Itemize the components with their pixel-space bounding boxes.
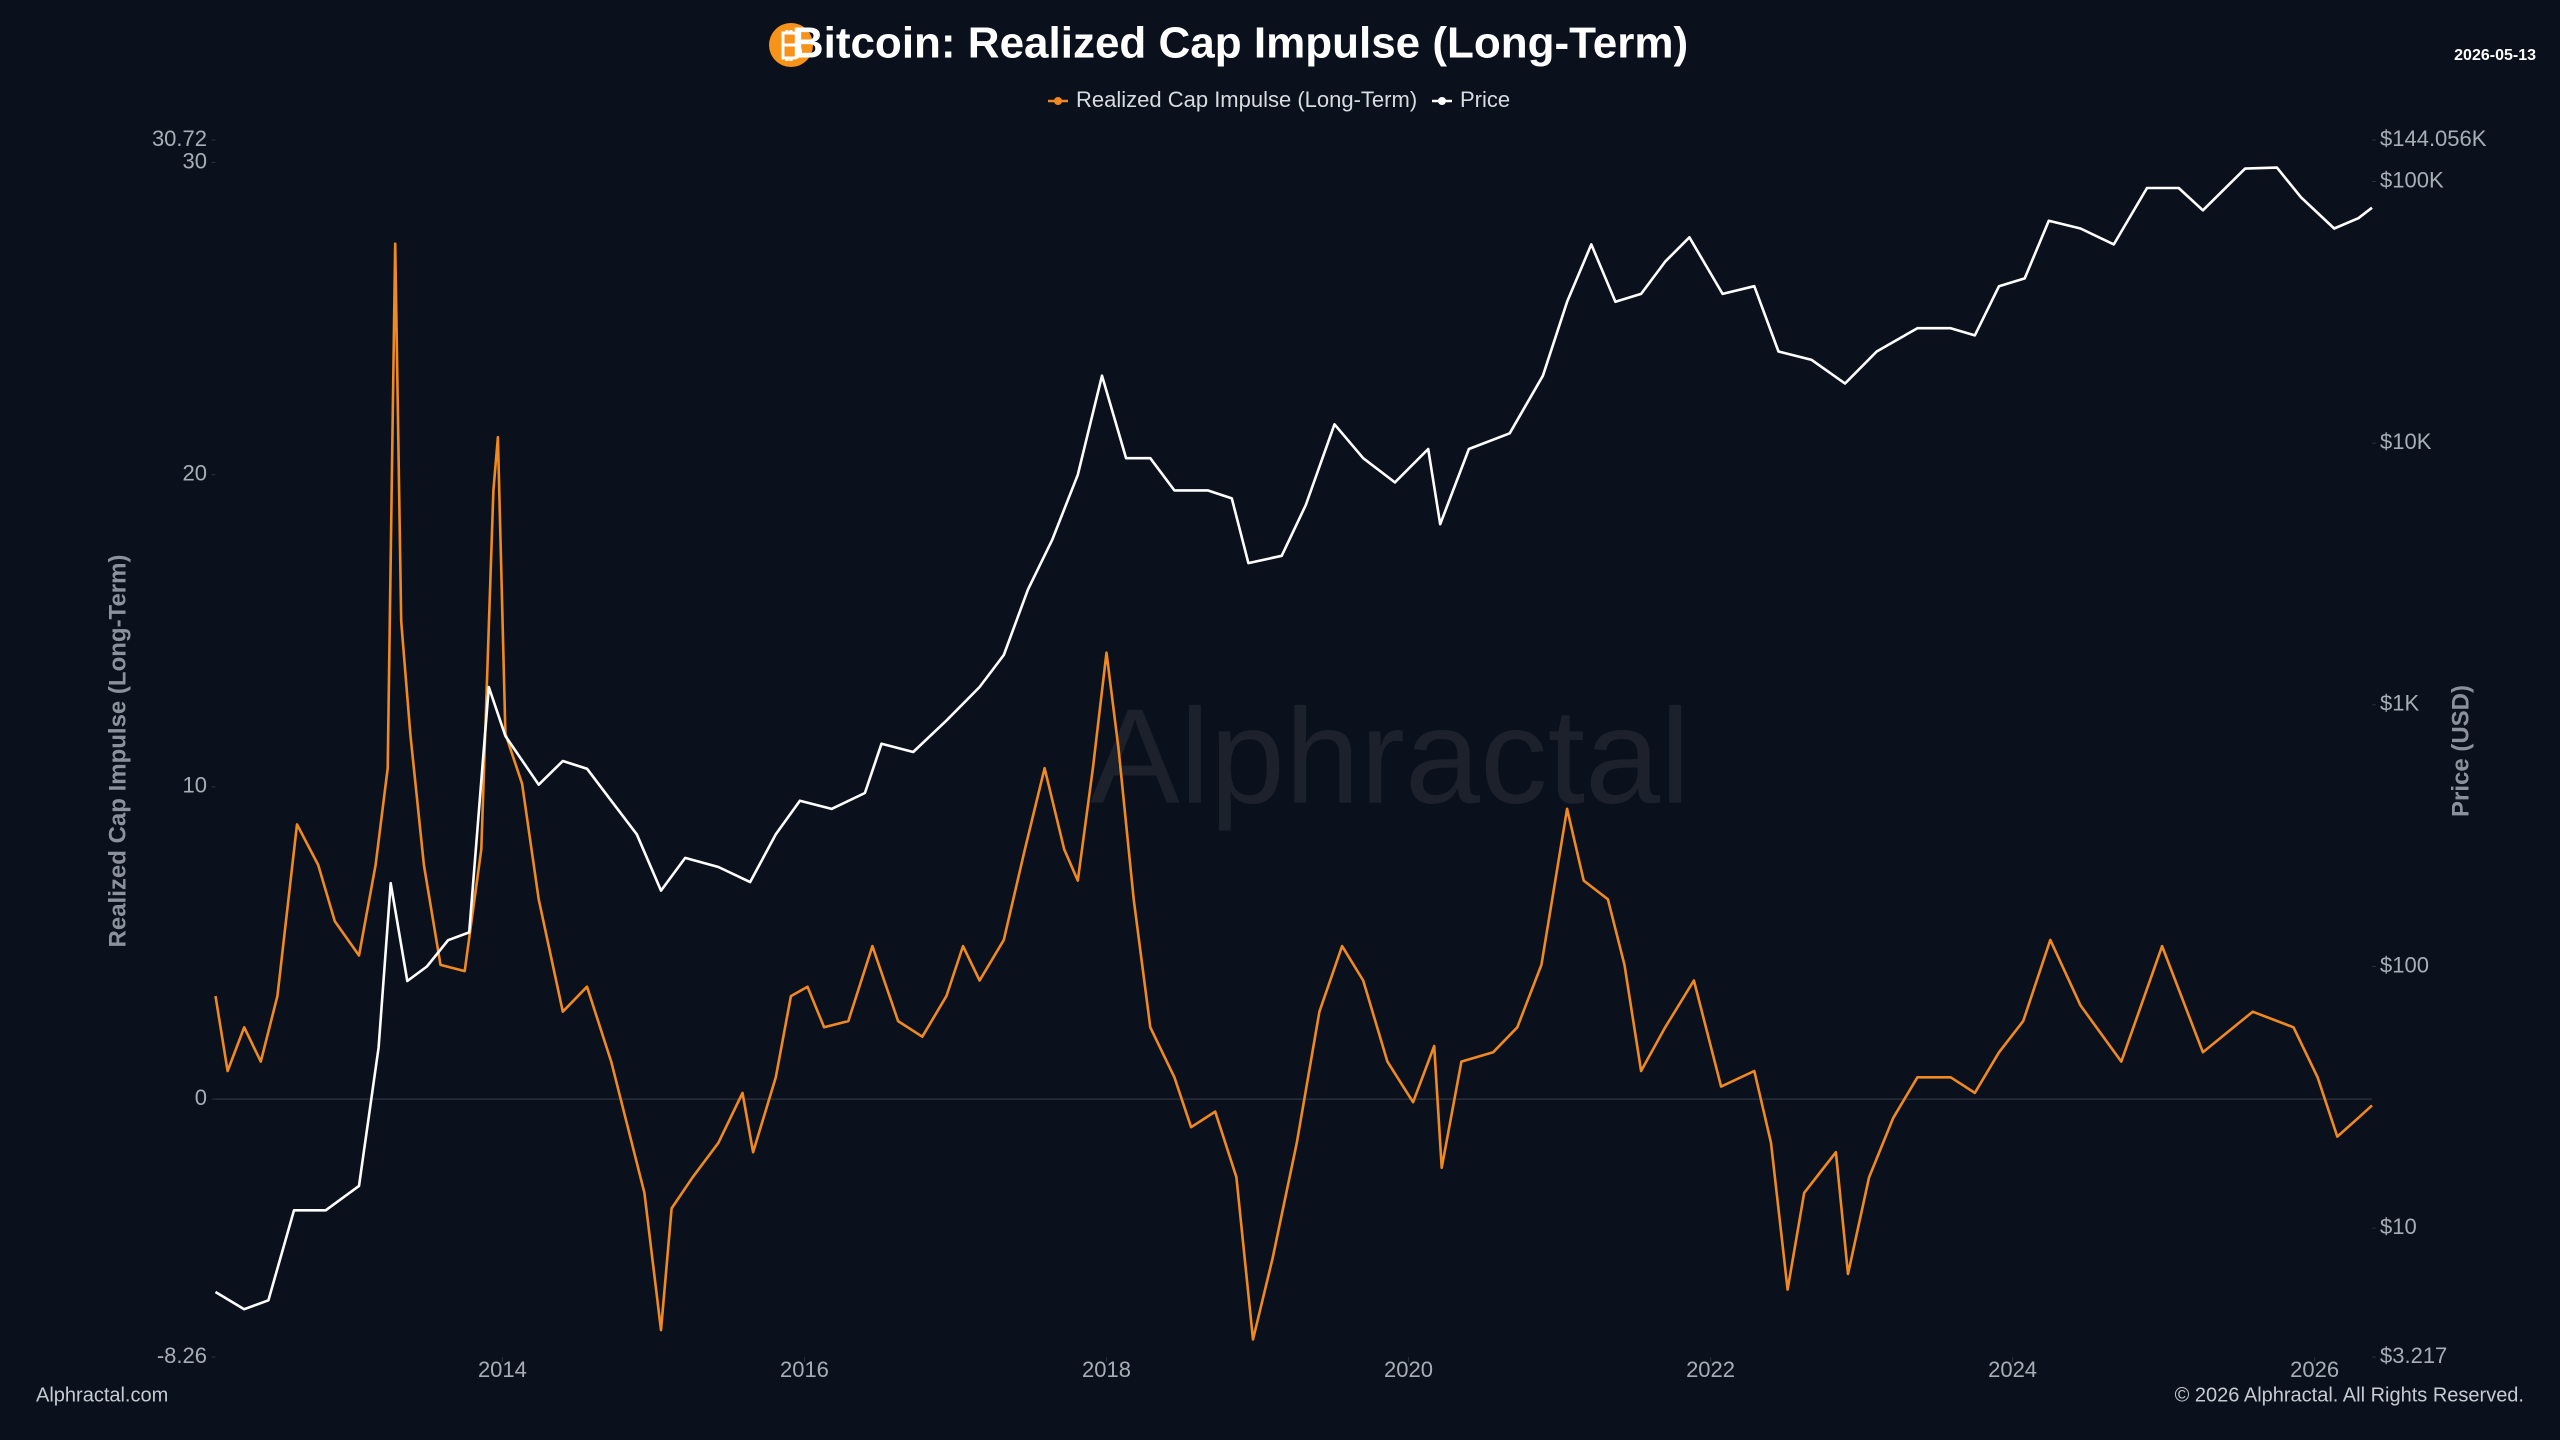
y-tick-label: 20 <box>183 461 207 486</box>
y-axis-label: Realized Cap Impulse (Long-Term) <box>104 555 131 948</box>
y2-axis-label: Price (USD) <box>2447 685 2474 817</box>
y2-tick-label: $144.056K <box>2380 126 2487 151</box>
footer-left: Alphractal.com <box>36 1384 168 1406</box>
watermark: Alphractal <box>1090 681 1690 832</box>
y-tick-label: -8.26 <box>157 1343 207 1368</box>
bitcoin-icon <box>769 23 813 67</box>
y2-tick-label: $100K <box>2380 167 2444 192</box>
y-tick-label: 10 <box>183 773 207 798</box>
y2-tick-label: $10 <box>2380 1214 2417 1239</box>
date: 2026-05-13 <box>2454 47 2536 64</box>
y-tick-label: 0 <box>195 1085 207 1110</box>
legend-swatch-dot <box>1054 97 1062 105</box>
y-tick-label: 30.72 <box>152 126 207 151</box>
chart-title: Bitcoin: Realized Cap Impulse (Long-Term… <box>792 19 1688 68</box>
y2-tick-label: $10K <box>2380 429 2432 454</box>
legend-swatch-dot <box>1438 97 1446 105</box>
legend-label: Realized Cap Impulse (Long-Term) <box>1076 87 1417 112</box>
y2-tick-label: $3.217 <box>2380 1343 2447 1368</box>
footer-right: © 2026 Alphractal. All Rights Reserved. <box>2175 1384 2524 1406</box>
series-line <box>214 166 2373 1311</box>
legend-label: Price <box>1460 87 1510 112</box>
y-tick-label: 30 <box>183 148 207 173</box>
underlay: Alphractal <box>215 681 2372 1100</box>
y2-tick-label: $1K <box>2380 691 2419 716</box>
y2-tick-label: $100 <box>2380 952 2429 977</box>
